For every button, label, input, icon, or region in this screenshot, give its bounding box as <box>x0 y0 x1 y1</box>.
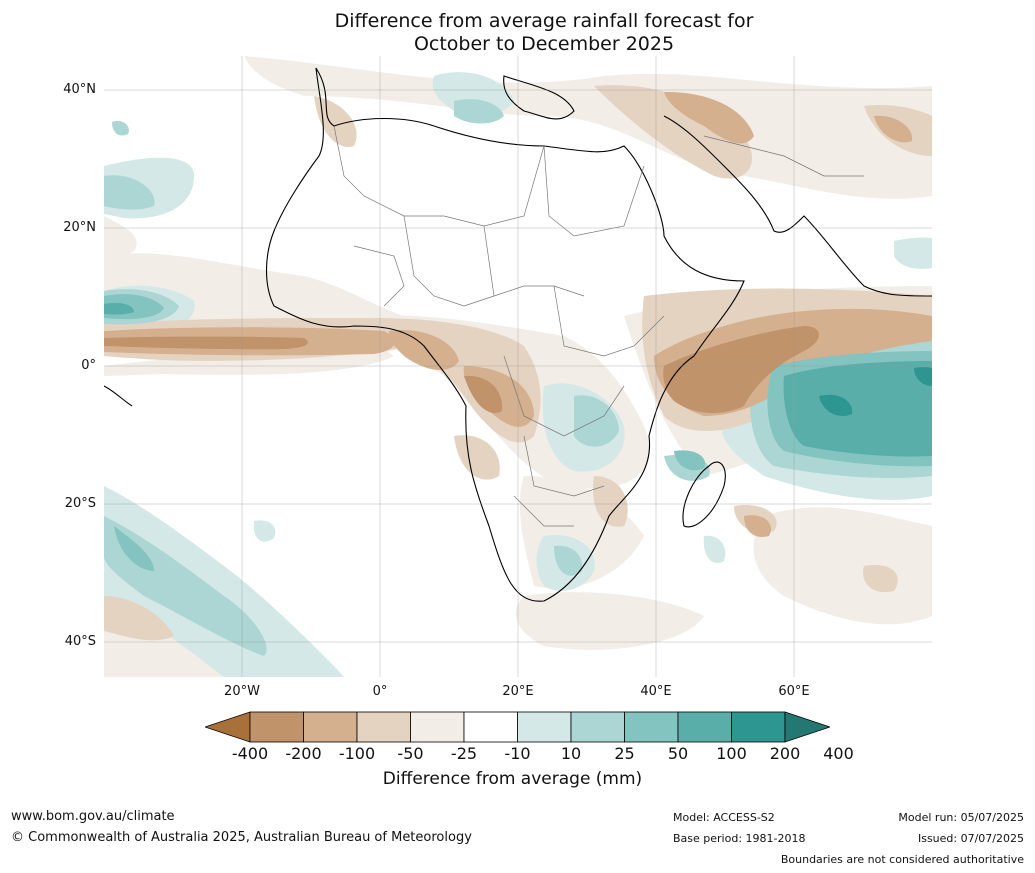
colorbar-label: Difference from average (mm) <box>0 769 1035 789</box>
footer-issued: Issued: 07/07/2025 <box>917 832 1024 845</box>
colorbar <box>205 711 830 743</box>
lat-label-40n: 40°N <box>63 82 96 97</box>
colorbar-arrow-high <box>784 711 830 743</box>
title-line-1: Difference from average rainfall forecas… <box>334 10 754 32</box>
anomaly-very-strong-dry <box>104 326 819 413</box>
colorbar-tick-label: -50 <box>397 744 424 763</box>
colorbar-tick-label: -25 <box>450 744 478 763</box>
footer-model-run: Model run: 05/07/2025 <box>898 811 1024 824</box>
colorbar-cell <box>356 711 411 743</box>
colorbar-cell <box>624 711 679 743</box>
colorbar-cell <box>463 711 518 743</box>
colorbar-tick-label: -200 <box>285 744 322 763</box>
colorbar-cell <box>303 711 358 743</box>
lon-label-20e: 20°E <box>502 684 534 699</box>
lon-label-40e: 40°E <box>640 684 672 699</box>
graticule <box>104 56 932 677</box>
colorbar-tick-label: -10 <box>504 744 531 763</box>
colorbar-cell <box>731 711 786 743</box>
footer-base-period: Base period: 1981-2018 <box>673 832 806 845</box>
colorbar-tick-label: 25 <box>614 744 635 763</box>
colorbar-tick-label: 10 <box>560 744 582 763</box>
footer-model: Model: ACCESS-S2 <box>673 811 775 824</box>
colorbar-tick-label: -100 <box>338 744 376 763</box>
colorbar-tick-label: 100 <box>716 744 747 763</box>
footer-copyright: © Commonwealth of Australia 2025, Austra… <box>11 830 472 845</box>
colorbar-tick-label: 50 <box>667 744 689 763</box>
lon-label-60e: 60°E <box>778 684 810 699</box>
lat-label-0: 0° <box>81 358 96 373</box>
footer-disclaimer: Boundaries are not considered authoritat… <box>780 853 1024 866</box>
footer-url[interactable]: www.bom.gov.au/climate <box>11 809 175 824</box>
colorbar-cell <box>249 711 304 743</box>
lat-label-20n: 20°N <box>63 220 96 235</box>
lat-label-40s: 40°S <box>64 634 96 649</box>
lon-label-0: 0° <box>372 684 388 699</box>
colorbar-tick-label: 400 <box>823 744 854 763</box>
colorbar-cell <box>410 711 465 743</box>
colorbar-cell <box>677 711 732 743</box>
colorbar-tick-label: -400 <box>231 744 269 763</box>
colorbar-cell <box>517 711 572 743</box>
anomaly-extreme-wet <box>819 367 932 416</box>
anomaly-very-strong-wet <box>104 302 932 457</box>
colorbar-arrow-low <box>205 711 251 743</box>
colorbar-label-text: Difference from average (mm) <box>382 769 643 789</box>
lon-label-20w: 20°W <box>224 684 260 699</box>
colorbar-tick-label: 200 <box>769 744 801 763</box>
country-borders <box>333 125 864 527</box>
map-title: Difference from average rainfall forecas… <box>0 10 1035 56</box>
rainfall-map <box>104 56 932 677</box>
title-line-2: October to December 2025 <box>413 33 675 55</box>
lat-label-20s: 20°S <box>64 496 96 511</box>
colorbar-cell <box>570 711 625 743</box>
